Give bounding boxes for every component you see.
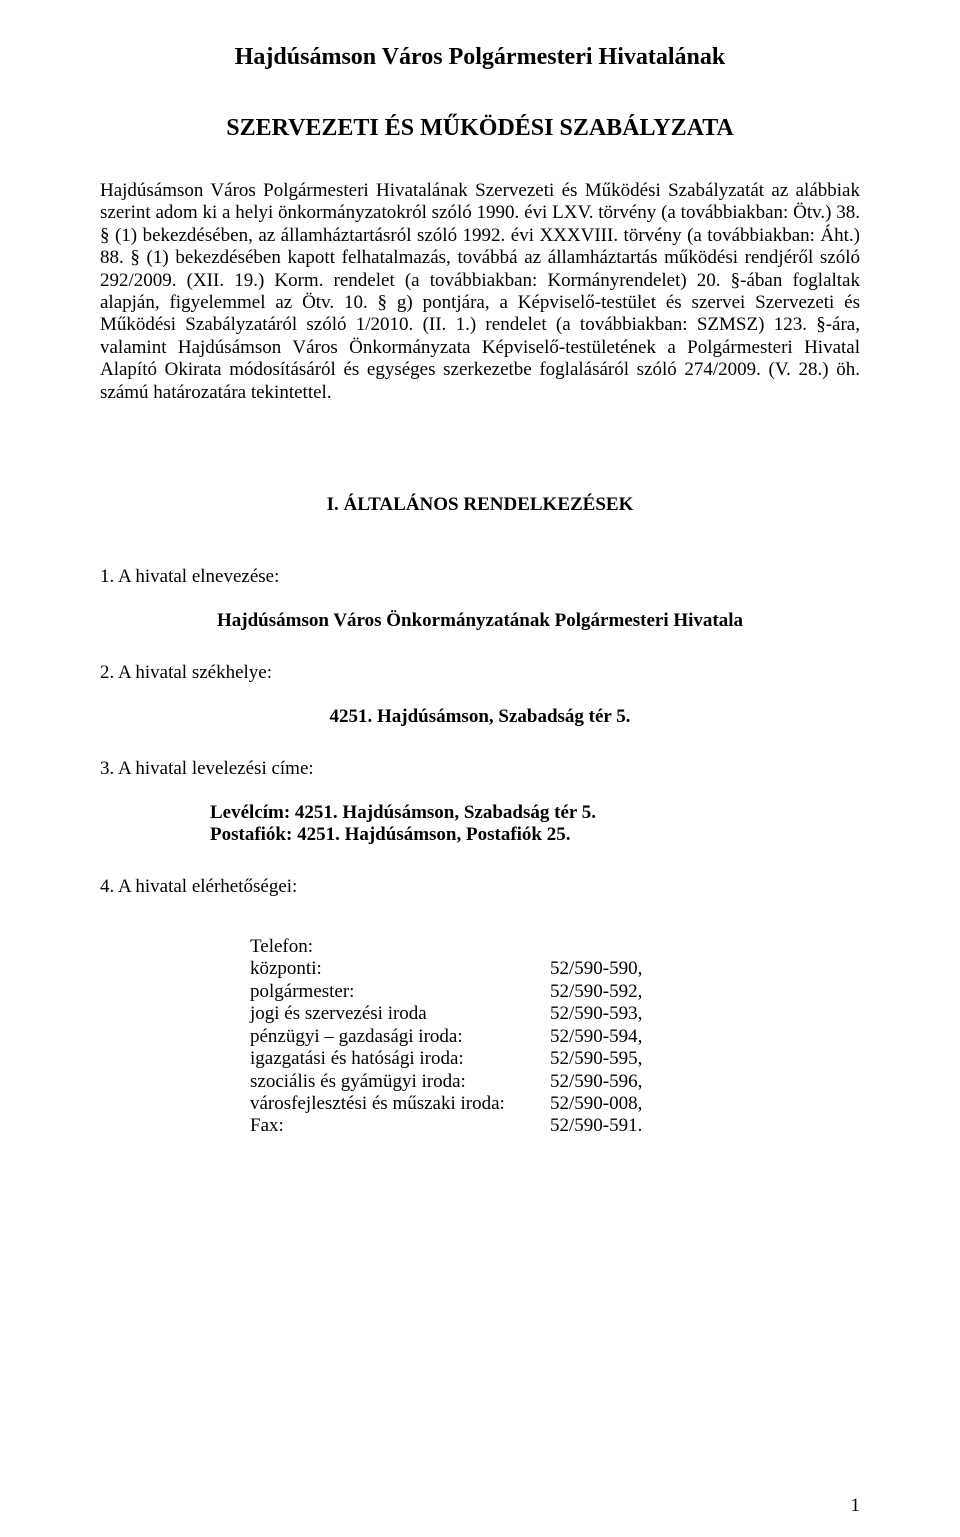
contact-value: 52/590-595, [550, 1048, 642, 1070]
section-heading: I. ÁLTALÁNOS RENDELKEZÉSEK [100, 494, 860, 516]
contact-value: 52/590-590, [550, 958, 642, 980]
contact-row: városfejlesztési és műszaki iroda: 52/59… [250, 1093, 860, 1115]
page-number: 1 [851, 1495, 861, 1517]
contact-label: polgármester: [250, 981, 550, 1003]
contacts-heading: Telefon: [250, 936, 860, 958]
contact-row: pénzügyi – gazdasági iroda: 52/590-594, [250, 1026, 860, 1048]
contact-label: Fax: [250, 1115, 550, 1137]
contact-value: 52/590-008, [550, 1093, 642, 1115]
item-2-value: 4251. Hajdúsámson, Szabadság tér 5. [100, 706, 860, 728]
contact-label: igazgatási és hatósági iroda: [250, 1048, 550, 1070]
contact-value: 52/590-591. [550, 1115, 642, 1137]
contact-value: 52/590-594, [550, 1026, 642, 1048]
document-title: Hajdúsámson Város Polgármesteri Hivatalá… [100, 44, 860, 71]
item-4-label: 4. A hivatal elérhetőségei: [100, 876, 860, 898]
contact-row: polgármester: 52/590-592, [250, 981, 860, 1003]
item-2-label: 2. A hivatal székhelye: [100, 662, 860, 684]
item-3-value-line1: Levélcím: 4251. Hajdúsámson, Szabadság t… [100, 802, 860, 824]
contact-value: 52/590-593, [550, 1003, 642, 1025]
contact-block: Telefon: központi: 52/590-590, polgármes… [100, 936, 860, 1138]
document-page: Hajdúsámson Város Polgármesteri Hivatalá… [0, 0, 960, 1537]
contact-row: jogi és szervezési iroda 52/590-593, [250, 1003, 860, 1025]
contact-label: jogi és szervezési iroda [250, 1003, 550, 1025]
contact-row: központi: 52/590-590, [250, 958, 860, 980]
contact-row: Fax: 52/590-591. [250, 1115, 860, 1137]
contact-label: pénzügyi – gazdasági iroda: [250, 1026, 550, 1048]
contact-row: szociális és gyámügyi iroda: 52/590-596, [250, 1071, 860, 1093]
contact-label: központi: [250, 958, 550, 980]
document-subtitle: SZERVEZETI ÉS MŰKÖDÉSI SZABÁLYZATA [100, 115, 860, 142]
contact-row: igazgatási és hatósági iroda: 52/590-595… [250, 1048, 860, 1070]
contact-value: 52/590-596, [550, 1071, 642, 1093]
item-3-value-line2: Postafiók: 4251. Hajdúsámson, Postafiók … [100, 824, 860, 846]
contact-label: városfejlesztési és műszaki iroda: [250, 1093, 550, 1115]
item-1-label: 1. A hivatal elnevezése: [100, 566, 860, 588]
item-3-label: 3. A hivatal levelezési címe: [100, 758, 860, 780]
preamble-paragraph: Hajdúsámson Város Polgármesteri Hivatalá… [100, 180, 860, 404]
item-1-value: Hajdúsámson Város Önkormányzatának Polgá… [100, 610, 860, 632]
contact-value: 52/590-592, [550, 981, 642, 1003]
contact-label: szociális és gyámügyi iroda: [250, 1071, 550, 1093]
